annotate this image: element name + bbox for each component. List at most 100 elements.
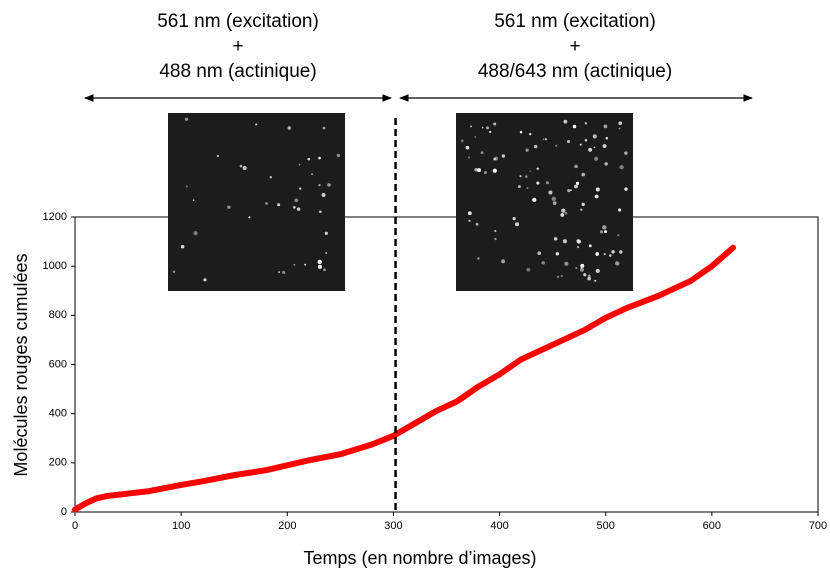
spot	[599, 230, 604, 234]
spot	[569, 189, 572, 192]
spot	[603, 252, 606, 256]
spot	[294, 198, 299, 202]
spot	[517, 185, 521, 189]
spot	[327, 183, 331, 187]
spot	[572, 124, 577, 129]
spot	[566, 139, 570, 143]
spot	[192, 199, 195, 202]
spot	[525, 148, 529, 152]
spot	[293, 206, 296, 209]
spot	[588, 147, 593, 152]
x-tick-label: 300	[384, 520, 402, 532]
spot	[580, 208, 583, 211]
spot	[617, 208, 622, 212]
spot	[544, 138, 548, 141]
spot	[561, 208, 566, 213]
y-tick-label: 600	[49, 358, 67, 370]
spot	[193, 231, 198, 236]
spot	[483, 171, 487, 175]
annotation: 488/643 nm (actinique)	[478, 61, 672, 82]
spot	[545, 181, 549, 185]
spot	[537, 251, 542, 255]
spot	[299, 187, 302, 190]
spot	[560, 213, 565, 217]
data-line	[72, 244, 737, 513]
x-tick-label: 0	[72, 520, 78, 532]
spot	[548, 190, 553, 195]
spot	[611, 250, 615, 254]
spot	[575, 267, 578, 270]
spot	[588, 244, 592, 248]
spot	[278, 271, 280, 273]
spot	[488, 130, 492, 134]
spot	[172, 270, 176, 274]
spot	[581, 172, 586, 177]
spot	[494, 237, 497, 241]
spot	[532, 197, 537, 202]
spot	[311, 173, 314, 176]
spot	[467, 211, 472, 216]
spot	[619, 250, 623, 254]
x-tick-label: 700	[809, 520, 827, 532]
spot	[552, 201, 557, 205]
spot	[583, 273, 587, 277]
spot	[551, 196, 556, 201]
spot	[307, 157, 311, 161]
spot	[580, 263, 585, 268]
spot	[574, 184, 578, 189]
spot	[581, 202, 585, 207]
y-tick-label: 400	[49, 408, 67, 420]
micrograph	[168, 113, 345, 291]
spot	[564, 261, 569, 266]
spot	[579, 143, 582, 146]
spot	[541, 261, 545, 265]
x-tick-label: 200	[278, 520, 296, 532]
spot	[216, 154, 220, 158]
spot	[553, 237, 558, 241]
spot	[533, 144, 538, 149]
spot	[595, 187, 600, 192]
spot	[501, 154, 506, 158]
spot	[587, 276, 591, 281]
spot	[317, 259, 322, 265]
spot	[615, 261, 620, 266]
spot	[475, 222, 479, 226]
spot	[184, 117, 189, 121]
spot	[604, 230, 608, 234]
spot	[579, 267, 584, 272]
spot	[542, 138, 545, 141]
spot	[474, 168, 478, 172]
spot	[536, 181, 540, 185]
spot	[560, 274, 563, 278]
spot	[519, 175, 522, 178]
spot	[248, 216, 251, 219]
spot	[318, 156, 321, 160]
spot	[605, 137, 608, 140]
spot	[180, 244, 185, 249]
annotation: 561 nm (excitation)	[157, 11, 319, 32]
micrograph-spots	[172, 117, 628, 282]
spot	[324, 231, 329, 235]
spot	[203, 278, 207, 282]
spot	[529, 170, 532, 173]
spot	[556, 275, 560, 279]
spot	[304, 263, 307, 266]
spot	[465, 145, 470, 150]
spot	[618, 127, 621, 130]
spot	[617, 234, 620, 237]
spot	[514, 222, 520, 227]
y-tick-label: 200	[49, 457, 67, 469]
spot	[468, 219, 471, 222]
spot	[567, 189, 571, 193]
spot	[576, 245, 580, 249]
spot	[584, 122, 588, 125]
spot	[593, 146, 596, 149]
spot	[555, 144, 558, 147]
spot	[619, 165, 624, 170]
spot	[242, 165, 247, 171]
spot	[624, 187, 628, 191]
spot	[562, 239, 567, 244]
annotation: 561 nm (excitation)	[494, 11, 656, 32]
